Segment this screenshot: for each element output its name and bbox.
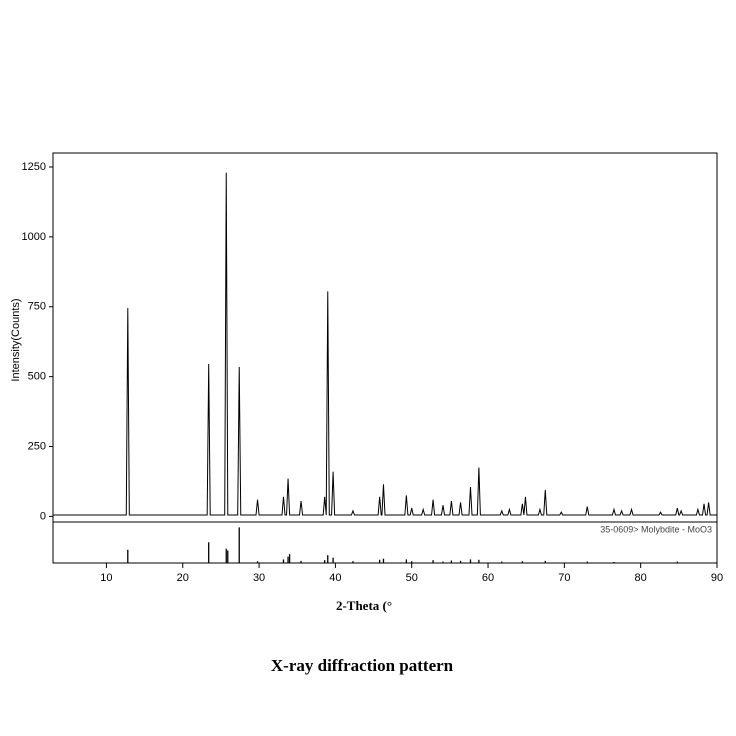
- x-tick-label: 80: [635, 572, 647, 584]
- caption: X-ray diffraction pattern: [271, 656, 454, 675]
- x-tick-label: 40: [329, 572, 341, 584]
- y-tick-label: 1000: [22, 231, 46, 243]
- plot-frame: [52, 152, 718, 564]
- x-tick-label: 60: [482, 572, 494, 584]
- y-tick-label: 0: [40, 510, 46, 522]
- y-axis-label: Intensity(Counts): [10, 298, 22, 381]
- y-tick-label: 1250: [22, 161, 46, 173]
- x-tick-label: 20: [177, 572, 189, 584]
- x-tick-label: 70: [558, 572, 570, 584]
- y-tick-label: 500: [28, 371, 46, 383]
- reference-label: 35-0609> Molybdite - MoO3: [600, 524, 712, 534]
- x-tick-label: 10: [100, 572, 112, 584]
- x-axis-label: 2-Theta (°: [336, 598, 392, 613]
- y-tick-label: 750: [28, 301, 46, 313]
- x-tick-label: 50: [406, 572, 418, 584]
- x-tick-label: 90: [711, 572, 723, 584]
- pattern-line: [53, 172, 717, 516]
- y-tick-label: 250: [28, 440, 46, 452]
- x-tick-label: 30: [253, 572, 265, 584]
